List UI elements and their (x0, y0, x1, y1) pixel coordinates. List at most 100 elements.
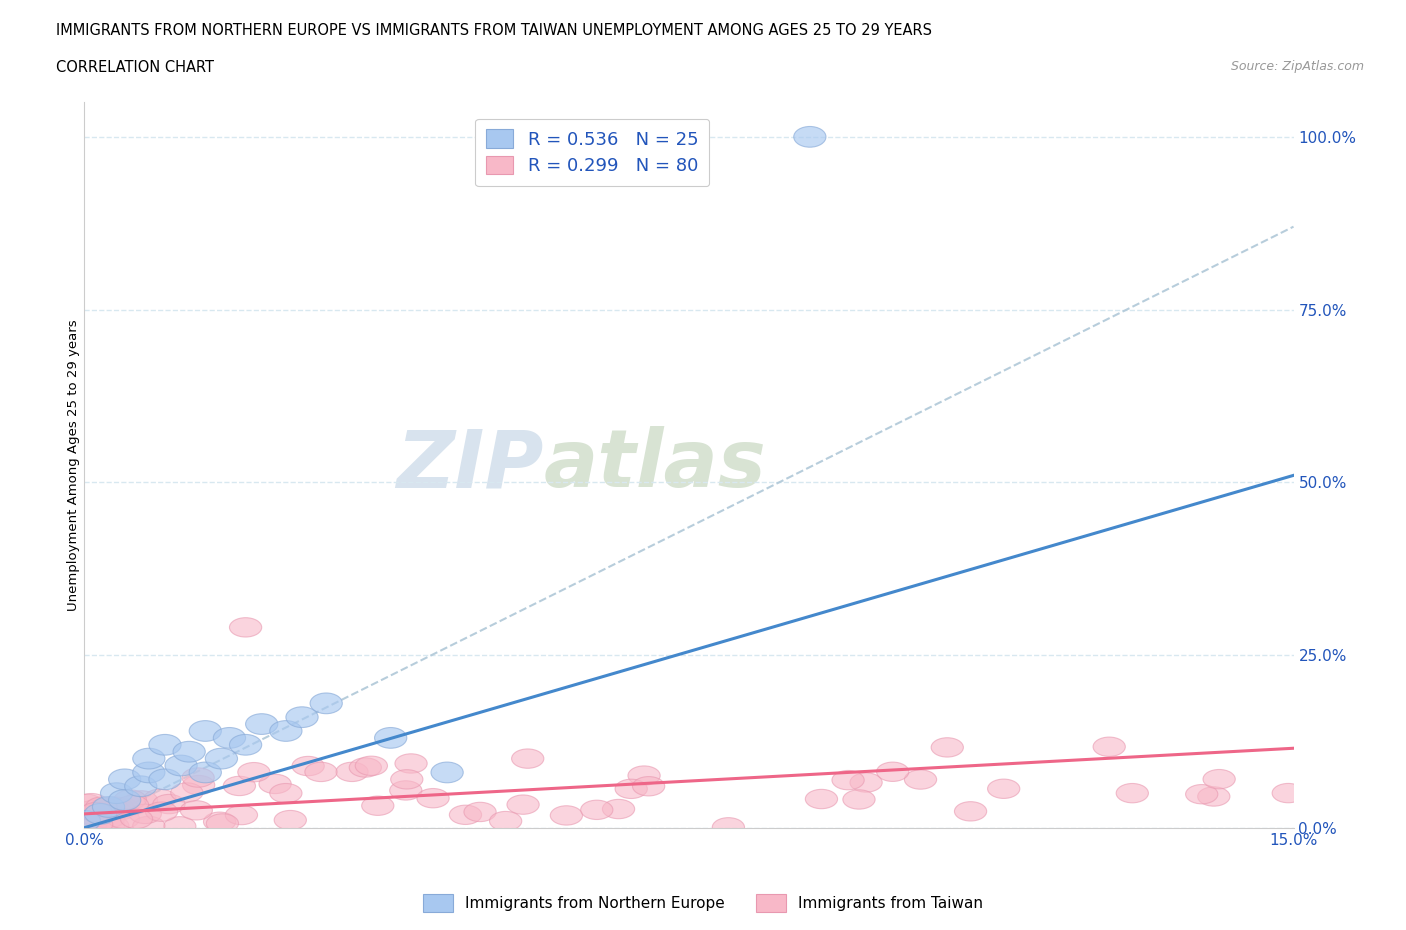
Ellipse shape (285, 707, 318, 727)
Ellipse shape (806, 790, 838, 809)
Ellipse shape (132, 749, 165, 769)
Ellipse shape (180, 801, 212, 820)
Ellipse shape (955, 802, 987, 821)
Ellipse shape (125, 790, 157, 810)
Ellipse shape (129, 804, 162, 824)
Ellipse shape (132, 817, 165, 836)
Ellipse shape (1204, 769, 1236, 789)
Ellipse shape (224, 777, 256, 795)
Ellipse shape (876, 762, 908, 781)
Ellipse shape (305, 763, 337, 781)
Text: atlas: atlas (544, 426, 766, 504)
Ellipse shape (904, 770, 936, 790)
Text: CORRELATION CHART: CORRELATION CHART (56, 60, 214, 75)
Ellipse shape (418, 789, 449, 808)
Ellipse shape (173, 741, 205, 762)
Ellipse shape (93, 797, 125, 817)
Ellipse shape (229, 618, 262, 637)
Ellipse shape (336, 763, 368, 781)
Ellipse shape (356, 756, 388, 776)
Ellipse shape (614, 779, 647, 799)
Ellipse shape (93, 809, 125, 829)
Ellipse shape (80, 815, 112, 834)
Ellipse shape (165, 755, 197, 776)
Ellipse shape (143, 790, 176, 808)
Ellipse shape (581, 800, 613, 819)
Ellipse shape (432, 762, 463, 783)
Text: ZIP: ZIP (396, 426, 544, 504)
Ellipse shape (75, 808, 107, 828)
Ellipse shape (389, 781, 422, 800)
Ellipse shape (246, 713, 278, 735)
Ellipse shape (93, 816, 125, 835)
Legend: Immigrants from Northern Europe, Immigrants from Taiwan: Immigrants from Northern Europe, Immigra… (416, 888, 990, 918)
Ellipse shape (77, 801, 110, 819)
Ellipse shape (374, 727, 406, 749)
Ellipse shape (170, 783, 202, 803)
Ellipse shape (1185, 785, 1218, 804)
Ellipse shape (204, 812, 236, 831)
Ellipse shape (69, 810, 100, 831)
Ellipse shape (76, 793, 108, 813)
Ellipse shape (238, 763, 270, 782)
Ellipse shape (270, 721, 302, 741)
Ellipse shape (205, 749, 238, 769)
Ellipse shape (207, 814, 239, 833)
Ellipse shape (361, 796, 394, 816)
Ellipse shape (107, 798, 139, 817)
Ellipse shape (190, 762, 221, 783)
Ellipse shape (149, 769, 181, 790)
Ellipse shape (90, 798, 122, 817)
Ellipse shape (1272, 783, 1305, 803)
Ellipse shape (83, 799, 115, 817)
Ellipse shape (229, 735, 262, 755)
Ellipse shape (270, 783, 302, 803)
Ellipse shape (69, 809, 101, 829)
Ellipse shape (274, 810, 307, 830)
Ellipse shape (76, 805, 108, 824)
Ellipse shape (1198, 787, 1230, 806)
Ellipse shape (931, 737, 963, 757)
Ellipse shape (794, 126, 825, 147)
Ellipse shape (1116, 783, 1149, 803)
Ellipse shape (149, 735, 181, 755)
Ellipse shape (97, 817, 129, 836)
Y-axis label: Unemployment Among Ages 25 to 29 years: Unemployment Among Ages 25 to 29 years (66, 319, 80, 611)
Ellipse shape (450, 805, 482, 825)
Ellipse shape (183, 776, 215, 795)
Ellipse shape (117, 795, 149, 815)
Ellipse shape (391, 770, 423, 789)
Ellipse shape (311, 693, 342, 713)
Ellipse shape (103, 801, 135, 820)
Ellipse shape (489, 811, 522, 830)
Ellipse shape (464, 803, 496, 821)
Ellipse shape (145, 802, 177, 821)
Ellipse shape (84, 804, 117, 824)
Ellipse shape (80, 803, 112, 822)
Ellipse shape (75, 815, 107, 834)
Text: Source: ZipAtlas.com: Source: ZipAtlas.com (1230, 60, 1364, 73)
Ellipse shape (550, 805, 582, 825)
Ellipse shape (132, 762, 165, 783)
Ellipse shape (108, 790, 141, 810)
Ellipse shape (349, 758, 381, 777)
Legend: R = 0.536   N = 25, R = 0.299   N = 80: R = 0.536 N = 25, R = 0.299 N = 80 (475, 119, 709, 186)
Ellipse shape (851, 773, 882, 792)
Ellipse shape (259, 775, 291, 793)
Ellipse shape (163, 817, 195, 836)
Ellipse shape (107, 809, 139, 829)
Ellipse shape (70, 794, 103, 814)
Ellipse shape (100, 783, 132, 804)
Ellipse shape (121, 809, 153, 829)
Ellipse shape (225, 805, 257, 825)
Text: IMMIGRANTS FROM NORTHERN EUROPE VS IMMIGRANTS FROM TAIWAN UNEMPLOYMENT AMONG AGE: IMMIGRANTS FROM NORTHERN EUROPE VS IMMIG… (56, 23, 932, 38)
Ellipse shape (508, 795, 540, 815)
Ellipse shape (832, 770, 865, 790)
Ellipse shape (987, 779, 1019, 799)
Ellipse shape (181, 768, 214, 787)
Ellipse shape (602, 800, 634, 818)
Ellipse shape (86, 797, 118, 817)
Ellipse shape (101, 798, 134, 817)
Ellipse shape (628, 766, 661, 785)
Ellipse shape (512, 749, 544, 768)
